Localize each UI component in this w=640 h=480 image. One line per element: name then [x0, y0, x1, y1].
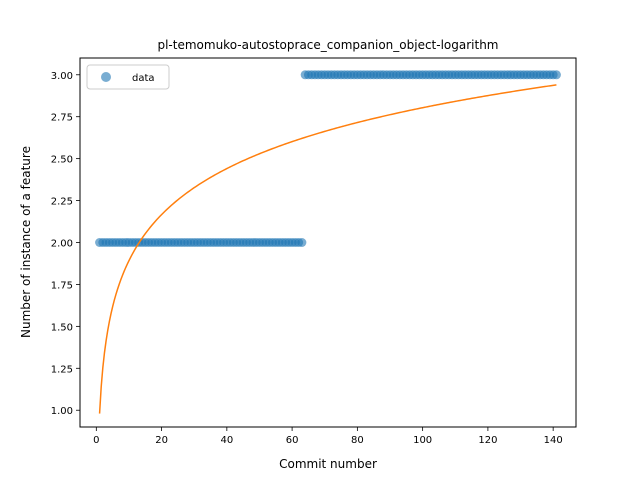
x-tick-label: 60 — [286, 435, 299, 446]
x-tick-label: 0 — [93, 435, 99, 446]
x-tick-label: 120 — [478, 435, 497, 446]
x-tick-label: 40 — [220, 435, 233, 446]
data-point — [551, 70, 561, 80]
y-tick-label: 2.75 — [51, 113, 73, 124]
fit-line — [98, 84, 557, 414]
data-point — [297, 238, 307, 247]
legend: data — [86, 64, 170, 90]
y-tick-label: 2.50 — [51, 155, 73, 166]
y-tick-label: 1.00 — [51, 406, 73, 417]
legend-entry: data — [132, 73, 155, 84]
legend-marker — [101, 72, 111, 82]
y-tick-label: 2.25 — [51, 197, 73, 208]
y-axis: 1.00 1.25 1.50 1.75 2.00 2.25 2.50 2.75 3.00 — [51, 71, 80, 417]
y-tick-label: 1.75 — [51, 280, 73, 291]
y-tick-label: 3.00 — [51, 71, 73, 82]
x-tick-label: 80 — [351, 435, 364, 446]
plot-area — [95, 70, 561, 414]
chart-title: pl-temomuko-autostoprace_companion_objec… — [157, 38, 498, 52]
x-tick-label: 140 — [544, 435, 563, 446]
x-axis-label: Commit number — [279, 457, 377, 471]
legend-box — [86, 64, 170, 90]
y-tick-label: 1.50 — [51, 322, 73, 333]
y-tick-label: 2.00 — [51, 239, 73, 250]
x-axis: 0 20 40 60 80 100 120 140 — [93, 427, 563, 446]
x-tick-label: 100 — [413, 435, 432, 446]
y-tick-label: 1.25 — [51, 364, 73, 375]
x-tick-label: 20 — [155, 435, 168, 446]
y-axis-label: Number of instance of a feature — [19, 146, 33, 338]
